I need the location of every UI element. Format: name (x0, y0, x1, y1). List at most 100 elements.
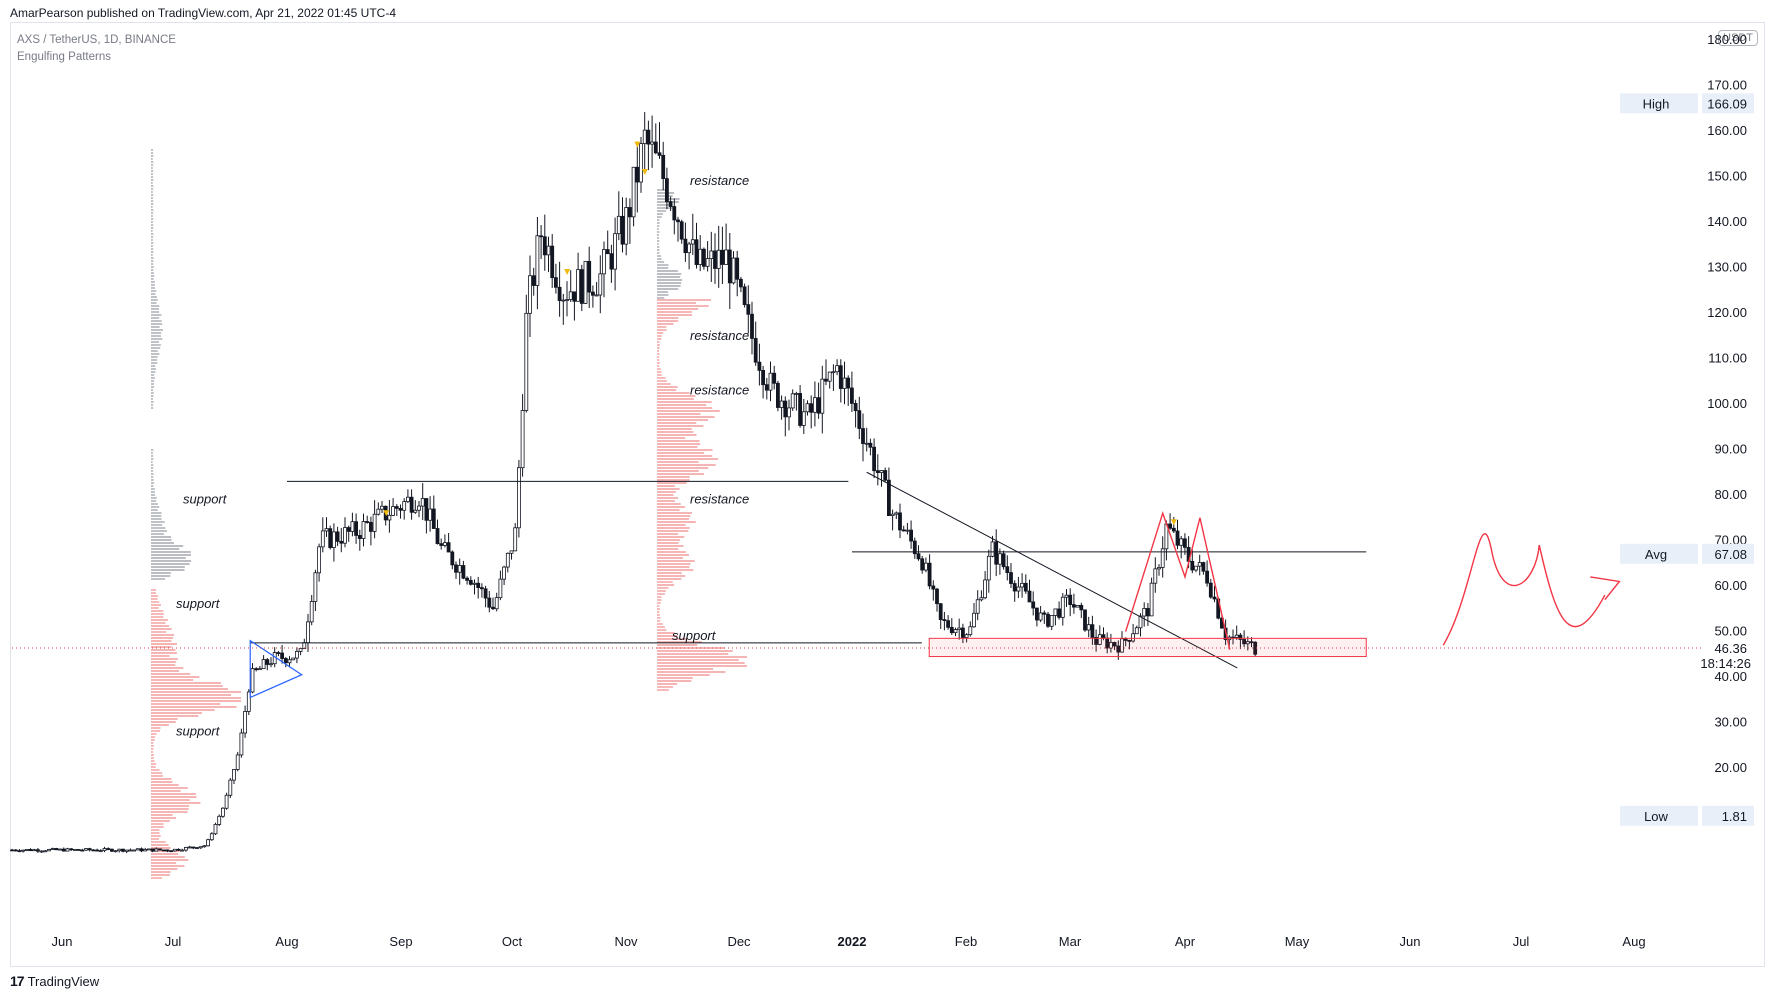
candle-down (1183, 538, 1187, 548)
candle-down (927, 562, 932, 587)
candle-up (779, 400, 784, 408)
candle-up (306, 621, 310, 644)
time-tick-label: 2022 (838, 934, 867, 949)
high-marker-value: 166.09 (1707, 96, 1747, 111)
candle-up (924, 562, 928, 571)
candle-down (916, 553, 921, 560)
price-tick-label: 170.00 (1707, 78, 1747, 93)
candle-up (202, 845, 207, 848)
candle-down (158, 848, 162, 851)
avg-marker-value: 67.08 (1714, 547, 1747, 562)
candle-up (1134, 627, 1139, 635)
candle-up (457, 565, 462, 573)
engulfing-marker-icon (1170, 519, 1177, 526)
candle-up (835, 365, 839, 373)
low-marker-label-bg (1620, 805, 1698, 826)
candle-down (1094, 636, 1098, 645)
candle-up (1020, 582, 1024, 588)
candle-down (76, 849, 81, 851)
candle-up (73, 849, 77, 851)
candle-down (994, 541, 999, 565)
candle-up (1109, 642, 1113, 649)
candle-down (946, 620, 950, 628)
candle-down (1090, 624, 1095, 638)
candle-down (609, 253, 614, 270)
price-tick-label: 130.00 (1707, 260, 1747, 275)
annotation-text: resistance (690, 492, 749, 507)
time-tick-label: Apr (1175, 934, 1196, 949)
candle-down (1009, 572, 1013, 584)
annotation-text: support (176, 724, 221, 739)
double-top-pattern (1124, 510, 1231, 650)
time-tick-label: Sep (389, 934, 412, 949)
candle-up (1016, 586, 1021, 592)
candle-up (1086, 624, 1091, 631)
footer-brand[interactable]: TradingView (27, 973, 100, 989)
candle-up (261, 659, 266, 670)
annotation-text: resistance (690, 173, 749, 188)
candle-down (838, 365, 843, 389)
candle-down (1023, 582, 1028, 592)
candle-up (217, 815, 222, 825)
candle-down (742, 286, 747, 305)
candle-down (479, 587, 484, 590)
candle-down (949, 626, 954, 634)
candle-up (291, 657, 296, 661)
candle-up (239, 732, 244, 756)
candle-down (446, 542, 451, 553)
candle-down (61, 848, 66, 852)
currency-button[interactable]: USDT (1718, 30, 1758, 46)
candle-up (343, 527, 347, 544)
price-tick-label: 140.00 (1707, 214, 1747, 229)
candle-up (1197, 562, 1202, 567)
time-tick-label: Dec (727, 934, 751, 949)
candle-down (846, 377, 851, 389)
avg-marker-label: Avg (1645, 547, 1667, 562)
candle-up (1142, 608, 1147, 617)
candle-down (346, 527, 351, 532)
indicator-name[interactable]: Engulfing Patterns (17, 51, 111, 63)
candle-up (213, 824, 218, 835)
candle-down (1005, 566, 1010, 573)
candle-up (687, 243, 691, 254)
candle-up (528, 275, 532, 314)
candle-up (709, 250, 714, 260)
candle-up (350, 521, 355, 532)
candle-down (591, 291, 595, 296)
candle-up (639, 143, 643, 183)
candle-up (968, 626, 973, 636)
candle-down (605, 249, 610, 255)
candle-down (579, 269, 584, 304)
tradingview-logo-icon[interactable]: 17 (10, 973, 25, 989)
candle-up (228, 779, 233, 796)
candle-up (613, 233, 617, 270)
candle-down (339, 540, 344, 544)
candle-down (161, 849, 166, 852)
candle-up (47, 848, 51, 852)
candle-up (58, 848, 62, 851)
candle-down (1168, 523, 1172, 529)
candle-down (735, 257, 740, 280)
candle-down (557, 286, 562, 301)
candle-down (1242, 639, 1246, 645)
candle-down (487, 597, 492, 608)
last-price-value: 46.36 (1714, 641, 1747, 656)
candle-down (1112, 642, 1117, 647)
candle-up (128, 849, 133, 852)
candle-up (905, 529, 910, 532)
candle-down (542, 236, 547, 256)
candle-down (1175, 530, 1180, 546)
candle-up (975, 599, 980, 614)
price-tick-label: 120.00 (1707, 305, 1747, 320)
candle-up (135, 848, 140, 851)
candle-down (750, 313, 754, 339)
avg-marker-value-bg (1702, 543, 1754, 564)
candle-down (1046, 613, 1050, 627)
candle-up (320, 530, 325, 548)
candle-down (424, 498, 429, 521)
candle-up (317, 546, 322, 574)
candle-up (1064, 594, 1069, 598)
symbol-title[interactable]: AXS / TetherUS, 1D, BINANCE (17, 34, 176, 46)
candle-down (106, 848, 111, 850)
